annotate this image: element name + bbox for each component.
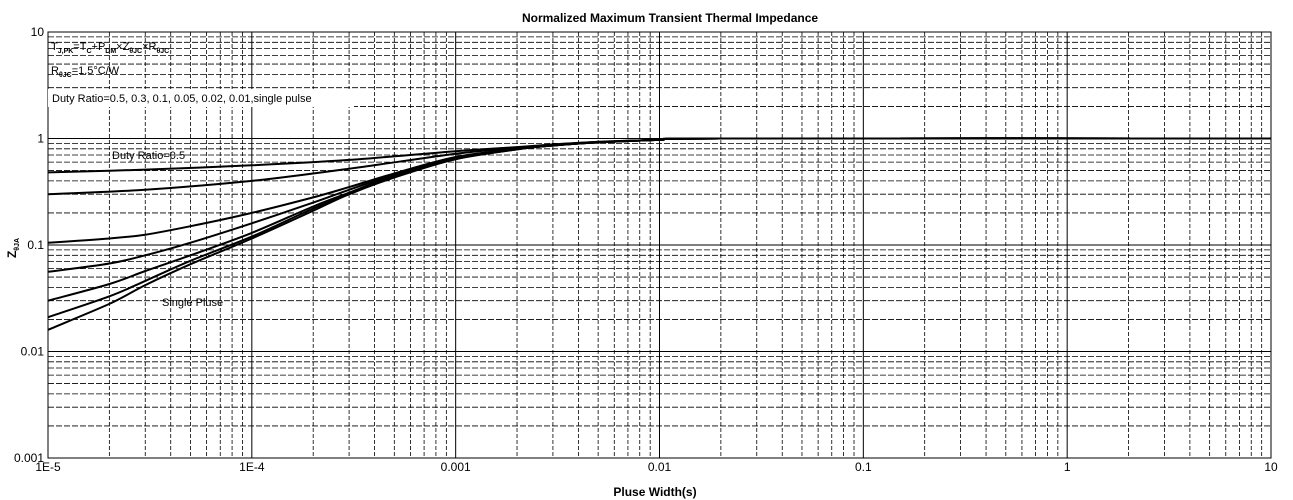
rthjc-sub: θJC (59, 72, 72, 79)
formula-text: T (51, 41, 58, 53)
x-tick-label: 1 (1064, 460, 1071, 474)
y-axis-label-main: Z (5, 251, 19, 258)
chart-title: Normalized Maximum Transient Thermal Imp… (522, 11, 818, 25)
formula-sub: DM (105, 48, 116, 55)
y-tick-label: 0.1 (27, 238, 44, 252)
y-tick-label: 1 (37, 132, 44, 146)
formula-sub: θJC (129, 48, 142, 55)
single-pulse-label: Single Pluse (162, 297, 223, 309)
formula-text: ×Z (116, 41, 129, 53)
duty-ratio-label: Duty Ratio=0.5 (112, 150, 185, 162)
svg-text:RθJC=1.5°C/W: RθJC=1.5°C/W (51, 65, 120, 79)
plot-frame (47, 31, 1272, 459)
x-tick-label: 10 (1264, 460, 1278, 474)
duty-list-annotation: Duty Ratio=0.5, 0.3, 0.1, 0.05, 0.02, 0.… (52, 93, 312, 105)
rthjc-text: R (51, 65, 59, 77)
y-axis-label-sub: θJA (14, 238, 21, 251)
formula-sub: J,PK (58, 48, 74, 55)
y-tick-label: 0.001 (14, 451, 44, 465)
y-tick-label: 10 (31, 25, 45, 39)
tick-labels: 1E-5 1E-4 0.001 0.01 0.1 1 10 0.001 0.01 0.1 1 10 (14, 25, 1278, 474)
series-line-7 (47, 137, 1272, 331)
x-tick-label: 1E-5 (35, 460, 61, 474)
formula-sub: C (86, 48, 91, 55)
x-tick-label: 1E-4 (239, 460, 265, 474)
x-axis-label: Pluse Width(s) (613, 485, 696, 499)
duty-list-bg (48, 89, 354, 107)
y-axis-label: ZθJA (5, 238, 21, 258)
formula-text: =T (73, 41, 86, 53)
svg-text:TJ,PK=TC+PDM×ZθJC×RθJC: TJ,PK=TC+PDM×ZθJC×RθJC (51, 41, 169, 55)
x-tick-label: 0.001 (441, 460, 471, 474)
formula-text: ×R (142, 41, 156, 53)
series-layer (47, 137, 1272, 331)
x-tick-label: 0.1 (855, 460, 872, 474)
formula-text: +P (92, 41, 106, 53)
rthjc-annotation: RθJC=1.5°C/W (51, 65, 120, 79)
x-tick-label: 0.01 (648, 460, 672, 474)
y-tick-label: 0.01 (21, 345, 45, 359)
rthjc-text: =1.5°C/W (72, 65, 120, 77)
formula-annotation: TJ,PK=TC+PDM×ZθJC×RθJC (51, 41, 169, 55)
formula-sub: θJC (156, 48, 169, 55)
